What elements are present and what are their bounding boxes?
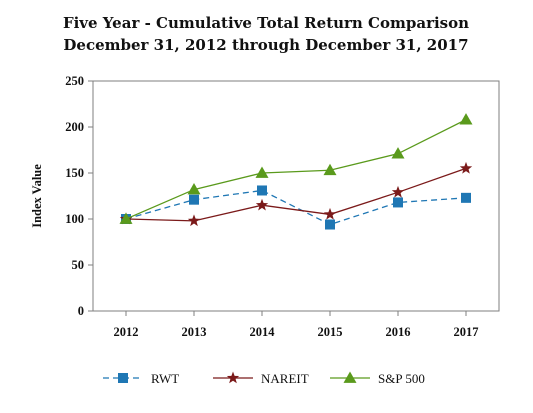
data-point-nareit	[323, 207, 337, 220]
series-line-rwt	[125, 189, 467, 226]
y-axis: 0 50 100 150 200 250	[65, 74, 93, 318]
y-tick-label: 50	[72, 258, 85, 272]
x-tick-label: 2017	[454, 325, 479, 339]
data-point-nareit	[391, 185, 405, 198]
chart-title: Five Year - Cumulative Total Return Comp…	[63, 14, 469, 32]
series-layer	[119, 113, 473, 230]
x-tick-label: 2014	[250, 325, 276, 339]
data-point-rwt	[393, 197, 403, 208]
y-tick-label: 250	[65, 74, 84, 88]
legend-label: S&P 500	[378, 371, 425, 386]
data-point-nareit	[255, 198, 269, 211]
data-point-nareit	[187, 214, 201, 227]
legend-label: RWT	[151, 371, 179, 386]
data-point-rwt	[325, 219, 335, 230]
x-tick-label: 2015	[318, 325, 343, 339]
data-point-s-p-500	[187, 183, 201, 195]
x-axis: 2012 2013 2014 2015 2016 2017	[114, 311, 479, 339]
chart-subtitle: December 31, 2012 through December 31, 2…	[63, 36, 468, 54]
series-line-nareit	[125, 167, 467, 222]
data-point-s-p-500	[459, 113, 473, 125]
y-tick-label: 200	[65, 120, 84, 134]
x-tick-label: 2013	[182, 325, 207, 339]
legend: RWT NAREIT S&P 500	[103, 371, 425, 386]
series-line-s-p-500	[125, 119, 467, 220]
legend-marker	[343, 371, 357, 383]
data-point-rwt	[257, 185, 267, 196]
legend-marker	[226, 371, 240, 384]
data-point-nareit	[459, 161, 473, 174]
y-axis-label: Index Value	[30, 164, 44, 228]
data-point-s-p-500	[391, 147, 405, 159]
x-tick-label: 2012	[114, 325, 139, 339]
data-point-rwt	[189, 194, 199, 205]
data-point-s-p-500	[323, 163, 337, 176]
y-tick-label: 0	[78, 304, 84, 318]
legend-item-nareit: NAREIT	[213, 371, 309, 386]
legend-item-rwt: RWT	[103, 371, 179, 386]
series-rwt	[121, 185, 471, 230]
plot-area	[92, 80, 500, 312]
data-point-rwt	[461, 192, 471, 203]
y-tick-label: 100	[65, 212, 84, 226]
legend-marker	[118, 373, 128, 383]
data-point-s-p-500	[119, 212, 133, 224]
series-s-p-500	[119, 113, 473, 224]
y-tick-label: 150	[65, 166, 84, 180]
legend-label: NAREIT	[261, 371, 309, 386]
legend-item-s-p-500: S&P 500	[330, 371, 425, 386]
x-tick-label: 2016	[386, 325, 411, 339]
data-point-s-p-500	[255, 166, 269, 178]
